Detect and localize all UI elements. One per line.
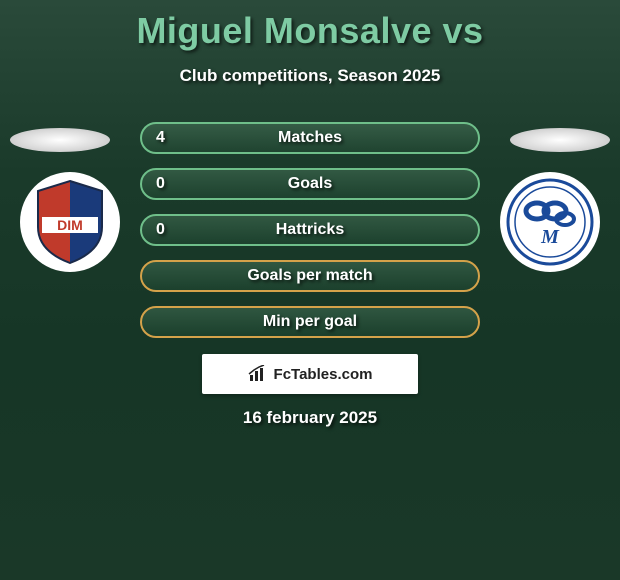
stat-label: Goals (288, 175, 332, 193)
dim-crest-icon: DIM (30, 177, 110, 267)
svg-text:M: M (540, 226, 560, 248)
stat-label: Hattricks (276, 221, 344, 239)
svg-text:DIM: DIM (57, 217, 83, 233)
stat-label: Min per goal (263, 313, 357, 331)
stat-row-goals-per-match: Goals per match (140, 260, 480, 292)
stat-label: Goals per match (247, 267, 372, 285)
subtitle: Club competitions, Season 2025 (0, 66, 620, 86)
stat-left-value: 0 (156, 221, 165, 239)
page-title: Miguel Monsalve vs (0, 0, 620, 52)
date: 16 february 2025 (0, 408, 620, 428)
team-crest-right: M (500, 172, 600, 272)
attribution-label: FcTables.com (274, 366, 373, 383)
stat-left-value: 0 (156, 175, 165, 193)
team-crest-left: DIM (20, 172, 120, 272)
stat-row-min-per-goal: Min per goal (140, 306, 480, 338)
stats-container: 4 Matches 0 Goals 0 Hattricks Goals per … (140, 122, 480, 352)
attribution[interactable]: FcTables.com (202, 354, 418, 394)
stat-row-goals: 0 Goals (140, 168, 480, 200)
stat-label: Matches (278, 129, 342, 147)
millonarios-crest-icon: M (505, 177, 595, 267)
player-badge-left (10, 128, 110, 152)
stat-row-hattricks: 0 Hattricks (140, 214, 480, 246)
chart-icon (248, 365, 268, 383)
stat-left-value: 4 (156, 129, 165, 147)
player-badge-right (510, 128, 610, 152)
stat-row-matches: 4 Matches (140, 122, 480, 154)
